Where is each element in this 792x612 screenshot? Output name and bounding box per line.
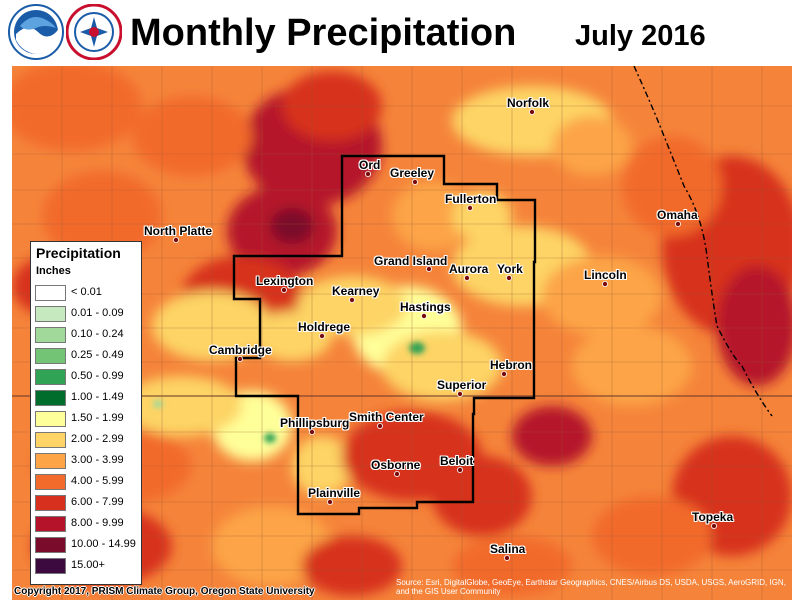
legend-label: 0.01 - 0.09 — [71, 307, 124, 319]
city-label-north-platte: North Platte — [144, 224, 213, 238]
legend-label: 10.00 - 14.99 — [71, 538, 136, 550]
city-label-plainville: Plainville — [308, 486, 361, 500]
legend-swatch — [35, 453, 66, 469]
map-date: July 2016 — [575, 20, 706, 52]
legend-swatch — [35, 474, 66, 490]
legend-label: 0.25 - 0.49 — [71, 349, 124, 361]
city-label-smith-center: Smith Center — [349, 410, 424, 424]
source-attribution: Source: Esri, DigitalGlobe, GeoEye, Eart… — [396, 578, 786, 596]
legend-item: 1.00 - 1.49 — [35, 389, 139, 407]
legend-label: 1.00 - 1.49 — [71, 391, 124, 403]
legend-item: 0.25 - 0.49 — [35, 347, 139, 365]
legend-swatch — [35, 432, 66, 448]
city-label-norfolk: Norfolk — [507, 96, 549, 110]
city-label-york: York — [497, 262, 523, 276]
legend-swatch — [35, 390, 66, 406]
legend-label: 6.00 - 7.99 — [71, 496, 124, 508]
legend-swatch — [35, 285, 66, 301]
city-label-lexington: Lexington — [256, 274, 314, 288]
legend-item: 4.00 - 5.99 — [35, 473, 139, 491]
city-label-ord: Ord — [359, 158, 381, 172]
legend-label: 15.00+ — [71, 559, 105, 571]
legend-swatch — [35, 348, 66, 364]
city-label-fullerton: Fullerton — [445, 192, 497, 206]
legend-swatch — [35, 558, 66, 574]
legend-swatch — [35, 537, 66, 553]
nws-logo-icon — [65, 3, 123, 61]
legend-label: 3.00 - 3.99 — [71, 454, 124, 466]
legend-item: 0.10 - 0.24 — [35, 326, 139, 344]
legend-swatch — [35, 369, 66, 385]
legend-item: 6.00 - 7.99 — [35, 494, 139, 512]
precipitation-map: Norfolk Ord Greeley Fullerton North Plat… — [12, 66, 792, 600]
legend-label: 0.50 - 0.99 — [71, 370, 124, 382]
legend-item: 8.00 - 9.99 — [35, 515, 139, 533]
city-label-phillipsburg: Phillipsburg — [280, 416, 350, 430]
precipitation-raster — [12, 66, 792, 600]
city-label-salina: Salina — [490, 542, 526, 556]
legend-swatch — [35, 306, 66, 322]
city-label-osborne: Osborne — [371, 458, 421, 472]
legend-item: 2.00 - 2.99 — [35, 431, 139, 449]
city-label-aurora: Aurora — [449, 262, 489, 276]
legend-label: 2.00 - 2.99 — [71, 433, 124, 445]
city-label-grand-island: Grand Island — [374, 254, 448, 268]
legend-units: Inches — [36, 265, 71, 277]
city-label-omaha: Omaha — [657, 208, 698, 222]
legend-swatch — [35, 495, 66, 511]
legend-item: 0.50 - 0.99 — [35, 368, 139, 386]
city-label-cambridge: Cambridge — [209, 343, 272, 357]
legend-label: 0.10 - 0.24 — [71, 328, 124, 340]
copyright-text: Copyright 2017, PRISM Climate Group, Ore… — [14, 586, 315, 597]
city-label-topeka: Topeka — [692, 510, 734, 524]
legend-item: 15.00+ — [35, 557, 139, 575]
legend-item: 10.00 - 14.99 — [35, 536, 139, 554]
legend-item: 3.00 - 3.99 — [35, 452, 139, 470]
legend-label: 4.00 - 5.99 — [71, 475, 124, 487]
city-label-kearney: Kearney — [332, 284, 380, 298]
noaa-logo-icon — [8, 4, 64, 60]
legend-label: < 0.01 — [71, 286, 102, 298]
legend-swatch — [35, 327, 66, 343]
legend-swatch — [35, 411, 66, 427]
legend-item: 0.01 - 0.09 — [35, 305, 139, 323]
city-label-beloit: Beloit — [440, 454, 474, 468]
nws-logo — [65, 3, 123, 61]
map-title: Monthly Precipitation — [130, 12, 517, 54]
legend-title: Precipitation — [36, 245, 121, 261]
legend-label: 1.50 - 1.99 — [71, 412, 124, 424]
noaa-logo — [8, 4, 64, 60]
city-label-hebron: Hebron — [490, 358, 532, 372]
legend-label: 8.00 - 9.99 — [71, 517, 124, 529]
legend: Precipitation Inches < 0.01 0.01 - 0.09 0.… — [30, 241, 142, 585]
city-label-superior: Superior — [437, 378, 487, 392]
city-label-lincoln: Lincoln — [584, 268, 627, 282]
city-label-greeley: Greeley — [390, 166, 435, 180]
city-label-holdrege: Holdrege — [298, 320, 351, 334]
city-label-hastings: Hastings — [400, 300, 451, 314]
legend-swatch — [35, 516, 66, 532]
legend-item: < 0.01 — [35, 284, 139, 302]
legend-item: 1.50 - 1.99 — [35, 410, 139, 428]
header: Monthly Precipitation July 2016 — [0, 0, 792, 66]
